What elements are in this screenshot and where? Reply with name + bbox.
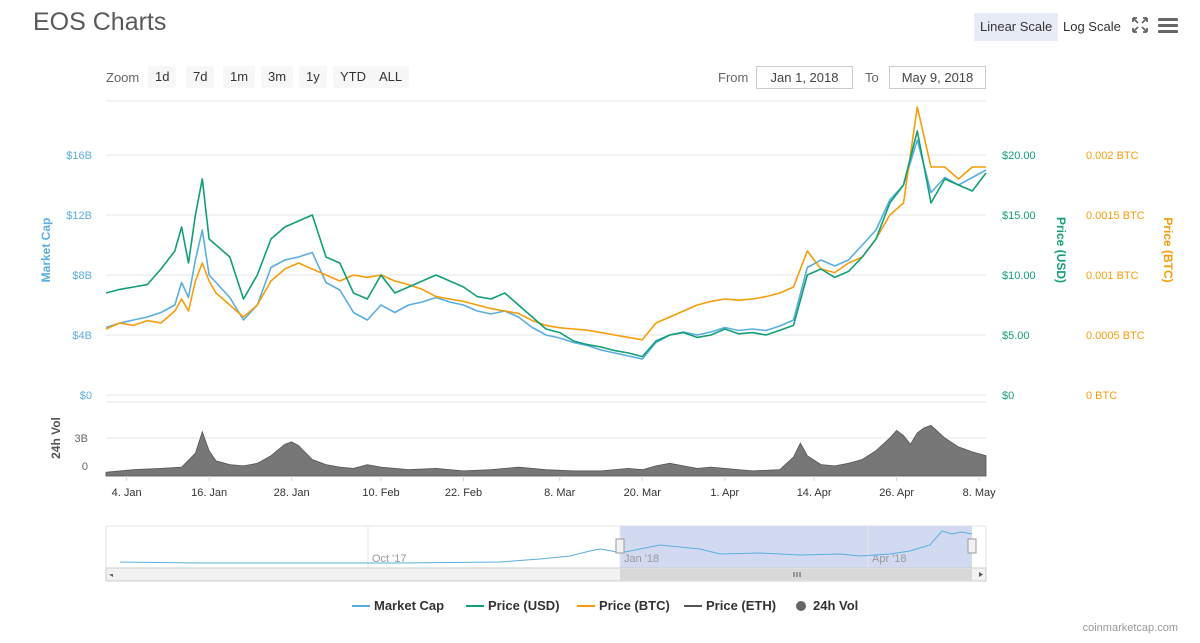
price-usd-tick-label: $10.00 — [1002, 270, 1036, 282]
legend-line-icon — [684, 604, 702, 607]
market-cap-tick-label: $16B — [66, 150, 92, 162]
x-tick-label: 26. Apr — [879, 487, 914, 499]
navigator-label: Apr '18 — [872, 553, 907, 565]
fullscreen-icon[interactable] — [1130, 15, 1152, 37]
legend-line-icon — [466, 604, 484, 607]
market-cap-tick-label: $4B — [72, 330, 92, 342]
navigator-label: Oct '17 — [372, 553, 407, 565]
price-usd-tick-label: $0 — [1002, 390, 1014, 402]
to-label: To — [865, 70, 879, 85]
hamburger-menu-icon[interactable] — [1157, 15, 1179, 37]
navigator-handle[interactable] — [615, 538, 625, 554]
volume-axis-label: 24h Vol — [49, 417, 63, 459]
volume-tick-label: 0 — [82, 461, 88, 473]
price-btc-tick-label: 0 BTC — [1086, 390, 1117, 402]
x-tick-label: 1. Apr — [710, 487, 739, 499]
x-tick-label: 4. Jan — [112, 487, 142, 499]
legend-label: 24h Vol — [813, 598, 859, 613]
navigator-label: Jan '18 — [624, 553, 659, 565]
zoom-1y-button[interactable]: 1y — [299, 66, 327, 88]
zoom-1m-button[interactable]: 1m — [223, 66, 256, 88]
price-btc-tick-label: 0.0015 BTC — [1086, 210, 1145, 222]
legend-label: Price (USD) — [488, 598, 560, 613]
page-title: EOS Charts — [33, 8, 167, 36]
price-btc-axis-label: Price (BTC) — [1161, 217, 1175, 282]
price-btc-tick-label: 0.0005 BTC — [1086, 330, 1145, 342]
linear-scale-button[interactable]: Linear Scale — [974, 13, 1059, 41]
series-line-price-usd — [105, 130, 987, 358]
volume-tick-label: 3B — [75, 433, 88, 445]
x-tick-label: 22. Feb — [445, 487, 482, 499]
zoom-1d-button[interactable]: 1d — [148, 66, 177, 88]
legend-line-icon — [577, 604, 595, 607]
legend-item-market-cap[interactable]: Market Cap — [352, 598, 444, 613]
x-tick-label: 16. Jan — [191, 487, 227, 499]
series-line-price-btc — [105, 106, 986, 341]
scroll-left-arrow-icon[interactable] — [109, 574, 113, 577]
legend-item-24h-vol[interactable]: 24h Vol — [795, 598, 858, 613]
zoom-ytd-button[interactable]: YTD — [333, 66, 373, 88]
price-usd-tick-label: $15.00 — [1002, 210, 1036, 222]
price-btc-tick-label: 0.002 BTC — [1086, 150, 1139, 162]
legend-item-price-eth[interactable]: Price (ETH) — [684, 598, 776, 613]
price-btc-tick-label: 0.001 BTC — [1086, 270, 1139, 282]
legend-label: Price (ETH) — [706, 598, 777, 613]
from-label: From — [718, 70, 749, 85]
legend-label: Market Cap — [374, 598, 445, 613]
legend-dot-icon — [796, 600, 806, 611]
scroll-right-arrow-icon[interactable] — [979, 572, 983, 577]
x-tick-label: 8. May — [963, 487, 997, 499]
x-tick-label: 28. Jan — [274, 487, 310, 499]
zoom-3m-button[interactable]: 3m — [261, 66, 294, 88]
legend-line-icon — [352, 604, 370, 607]
x-tick-label: 10. Feb — [362, 487, 399, 499]
price-usd-axis-label: Price (USD) — [1054, 217, 1068, 283]
log-scale-button[interactable]: Log Scale — [1063, 19, 1121, 34]
x-tick-label: 20. Mar — [624, 487, 662, 499]
from-date-input[interactable]: Jan 1, 2018 — [756, 66, 853, 89]
zoom-all-button[interactable]: ALL — [372, 66, 410, 88]
market-cap-tick-label: $8B — [72, 270, 92, 282]
volume-area — [105, 424, 987, 477]
series-line-market-cap — [105, 139, 987, 360]
zoom-7d-button[interactable]: 7d — [186, 66, 215, 88]
scrollbar-grip-icon — [793, 572, 801, 577]
to-date-input[interactable]: May 9, 2018 — [889, 66, 986, 89]
price-usd-tick-label: $5.00 — [1002, 330, 1030, 342]
navigator-selection[interactable] — [620, 526, 972, 568]
zoom-label: Zoom — [106, 70, 140, 85]
legend-label: Price (BTC) — [599, 598, 670, 613]
navigator-scrollbar-thumb[interactable] — [620, 569, 972, 580]
navigator-handle[interactable] — [967, 538, 977, 554]
navigator-series-line — [119, 530, 973, 564]
price-usd-tick-label: $20.00 — [1002, 150, 1036, 162]
x-tick-label: 8. Mar — [544, 487, 576, 499]
legend-item-price-btc[interactable]: Price (BTC) — [577, 598, 670, 613]
credit-link[interactable]: coinmarketcap.com — [1082, 622, 1178, 634]
x-tick-label: 14. Apr — [797, 487, 832, 499]
market-cap-tick-label: $0 — [80, 390, 92, 402]
market-cap-tick-label: $12B — [66, 210, 92, 222]
legend-item-price-usd[interactable]: Price (USD) — [466, 598, 560, 613]
market-cap-axis-label: Market Cap — [39, 218, 53, 283]
